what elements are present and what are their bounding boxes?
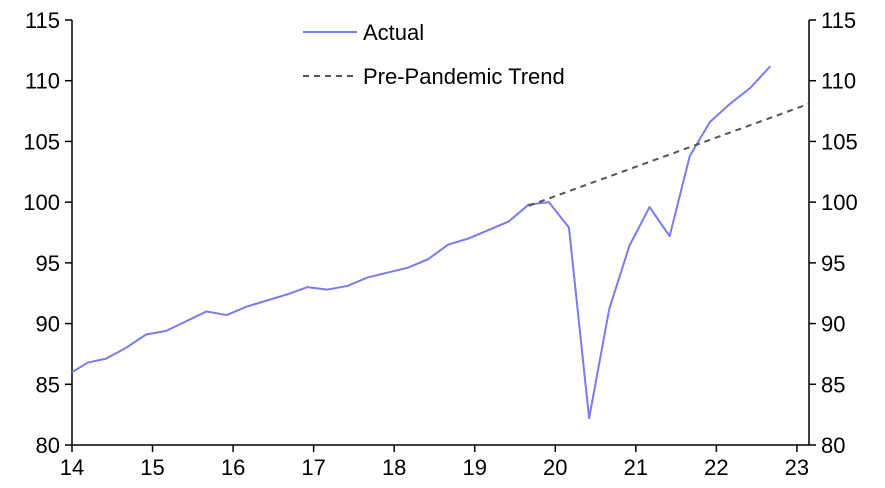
- y-tick-label-left: 80: [36, 433, 60, 458]
- y-tick-label-right: 95: [821, 251, 845, 276]
- series-line-pre-pandemic-trend: [528, 102, 810, 207]
- y-tick-label-left: 95: [36, 251, 60, 276]
- x-tick-label: 20: [543, 455, 567, 480]
- series-line-actual: [71, 65, 772, 420]
- y-tick-label-right: 105: [821, 129, 858, 154]
- legend-label-actual: Actual: [363, 20, 424, 45]
- x-tick-label: 16: [221, 455, 245, 480]
- y-tick-label-left: 110: [25, 69, 60, 94]
- y-tick-label-left: 100: [23, 190, 60, 215]
- series-lines: [71, 65, 810, 420]
- y-tick-label-right: 85: [821, 372, 845, 397]
- y-tick-label-left: 105: [23, 129, 60, 154]
- legend-label-pre-pandemic-trend: Pre-Pandemic Trend: [363, 64, 565, 89]
- x-tick-label: 17: [301, 455, 325, 480]
- x-tick-label: 18: [382, 455, 406, 480]
- tick-marks: [65, 19, 816, 452]
- y-tick-label-right: 100: [821, 190, 858, 215]
- legend: Actual Pre-Pandemic Trend: [303, 20, 565, 89]
- x-tick-label: 15: [140, 455, 164, 480]
- y-tick-label-right: 110: [821, 69, 856, 94]
- x-tick-label: 22: [704, 455, 728, 480]
- y-tick-label-left: 85: [36, 372, 60, 397]
- x-tick-label: 19: [462, 455, 486, 480]
- x-tick-label: 14: [60, 455, 84, 480]
- y-tick-label-right: 80: [821, 433, 845, 458]
- y-tick-label-right: 115: [821, 8, 856, 33]
- x-tick-label: 23: [785, 455, 809, 480]
- axes-group: [71, 20, 810, 446]
- y-tick-label-left: 115: [25, 8, 60, 33]
- y-tick-label-right: 90: [821, 312, 845, 337]
- x-tick-label: 21: [624, 455, 648, 480]
- y-tick-label-left: 90: [36, 312, 60, 337]
- tick-labels: 80 80 85 85 90 90 95 95 100 100 105 105 110 110 115 115…: [23, 8, 857, 480]
